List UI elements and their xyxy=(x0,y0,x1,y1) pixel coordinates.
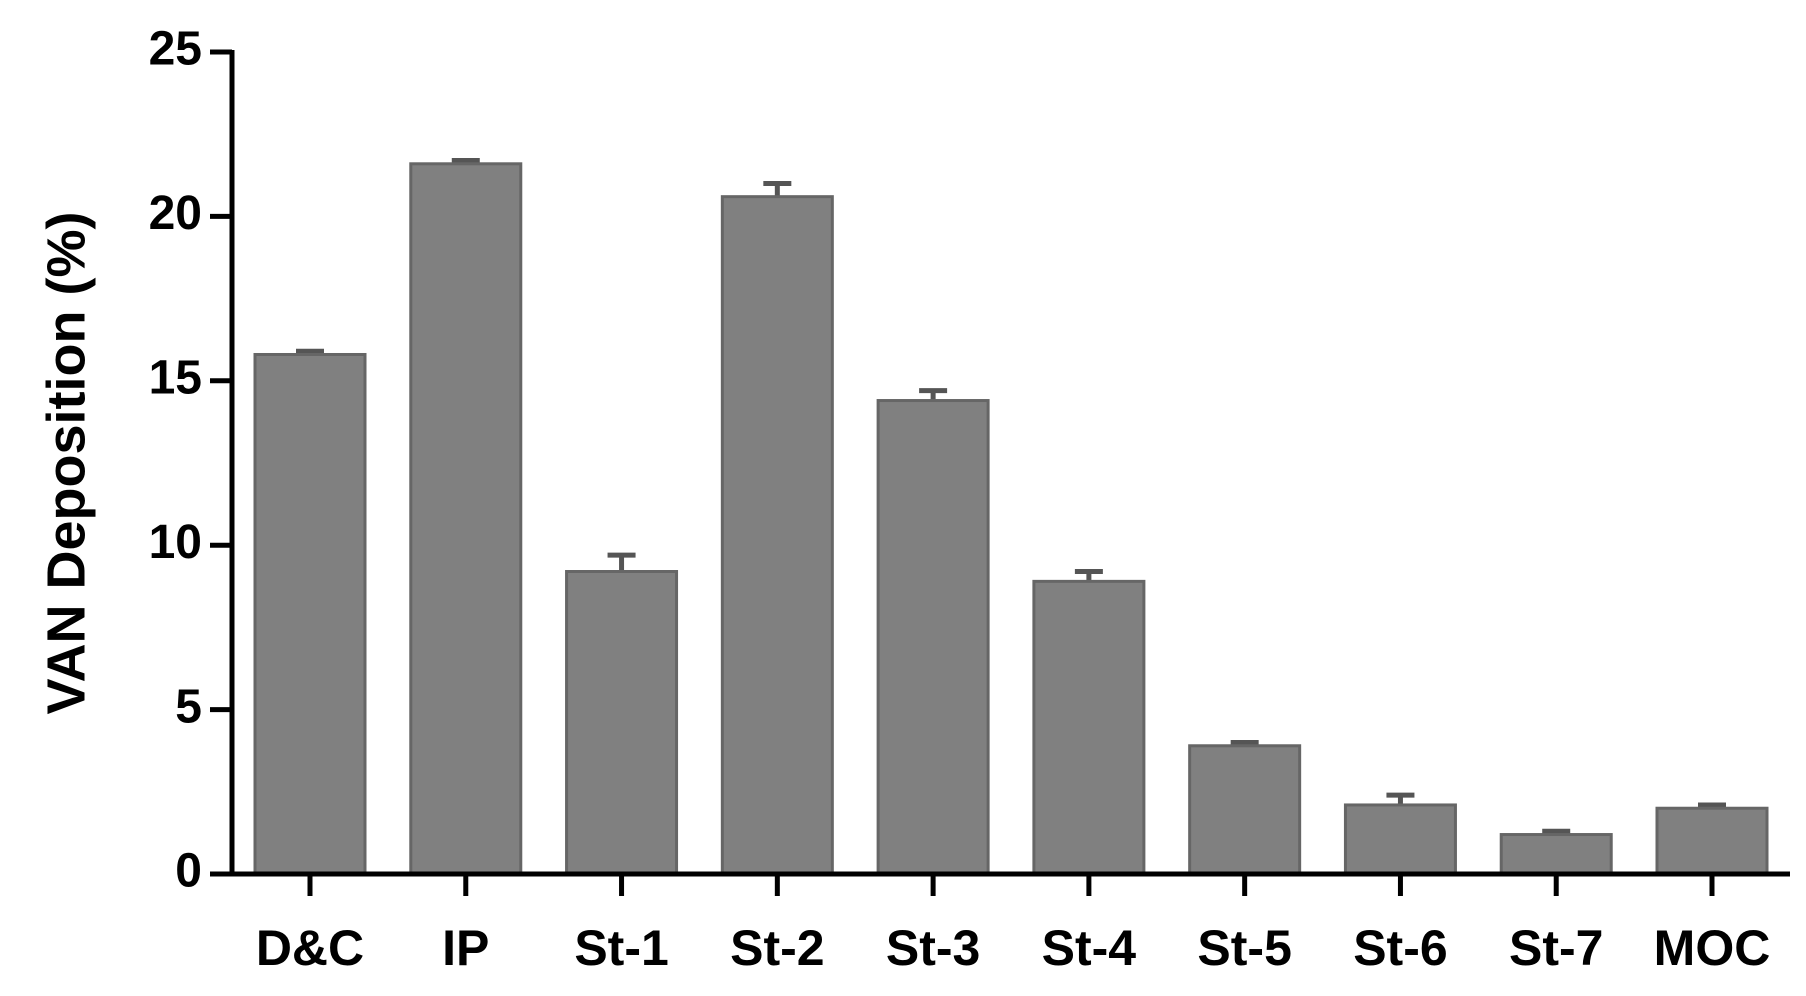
bar xyxy=(1655,806,1769,876)
bar xyxy=(720,195,834,876)
bar xyxy=(1032,579,1146,876)
y-tick-label: 5 xyxy=(175,680,202,733)
y-tick-label: 15 xyxy=(149,351,202,404)
y-tick-label: 10 xyxy=(149,516,202,569)
bar xyxy=(1499,833,1613,876)
x-tick-label: St-2 xyxy=(730,920,824,976)
bar xyxy=(565,570,679,876)
bar xyxy=(253,352,367,876)
bar xyxy=(409,162,523,876)
x-tick-label: D&C xyxy=(256,920,364,976)
y-tick-label: 0 xyxy=(175,845,202,898)
x-tick-label: St-4 xyxy=(1042,920,1137,976)
bar xyxy=(1343,803,1457,876)
x-tick-label: St-6 xyxy=(1353,920,1447,976)
x-tick-label: St-5 xyxy=(1197,920,1291,976)
x-tick-label: St-1 xyxy=(574,920,668,976)
bar xyxy=(876,399,990,876)
y-axis-label: VAN Deposition (%) xyxy=(36,212,96,715)
bar xyxy=(1188,744,1302,876)
y-tick-label: 25 xyxy=(149,23,202,76)
x-tick-label: St-7 xyxy=(1509,920,1603,976)
y-tick-label: 20 xyxy=(149,187,202,240)
x-tick-label: St-3 xyxy=(886,920,980,976)
x-tick-label: MOC xyxy=(1654,920,1771,976)
x-tick-label: IP xyxy=(442,920,489,976)
